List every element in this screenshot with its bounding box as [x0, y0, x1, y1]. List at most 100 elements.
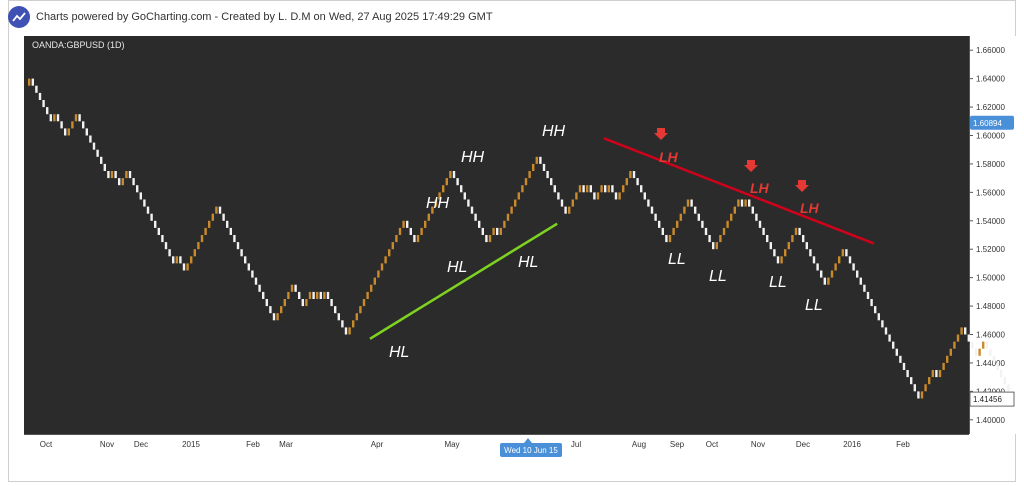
renko-brick-down	[661, 227, 664, 235]
renko-brick-down	[964, 327, 967, 335]
x-tick-label: Feb	[246, 440, 260, 449]
renko-brick-up	[290, 284, 294, 292]
renko-brick-down	[740, 199, 744, 207]
renko-brick-up	[208, 220, 211, 228]
x-tick-label: Sep	[670, 440, 685, 449]
renko-brick-up	[71, 121, 74, 129]
annotation-hl: HL	[389, 344, 409, 361]
renko-brick-down	[816, 263, 819, 271]
renko-brick-down	[103, 163, 106, 171]
price-axis[interactable]	[969, 36, 1016, 434]
renko-brick-down	[820, 270, 823, 278]
renko-brick-up	[402, 220, 405, 228]
renko-brick-down	[866, 291, 870, 299]
renko-brick-down	[690, 199, 693, 207]
x-tick-label: Aug	[632, 440, 646, 449]
renko-brick-down	[870, 299, 873, 307]
renko-brick-down	[557, 192, 560, 200]
renko-brick-up	[420, 227, 423, 235]
renko-brick-down	[42, 100, 45, 108]
renko-brick-down	[330, 299, 333, 307]
symbol-label: OANDA:GBPUSD (1D)	[32, 40, 125, 50]
renko-brick-up	[186, 263, 189, 271]
down-arrow-icon	[654, 128, 668, 140]
renko-brick-up	[787, 242, 790, 250]
time-axis[interactable]	[24, 434, 969, 460]
renko-brick-down	[809, 249, 812, 257]
y-tick-label: 1.46000	[976, 331, 1005, 340]
annotation-hh: HH	[426, 195, 450, 212]
renko-brick-down	[895, 348, 898, 356]
x-tick-label: May	[444, 440, 459, 449]
renko-brick-up	[427, 213, 430, 221]
renko-brick-down	[89, 135, 92, 143]
renko-brick-down	[60, 121, 63, 129]
renko-brick-down	[632, 171, 636, 179]
renko-brick-down	[604, 185, 607, 193]
renko-brick-down	[776, 256, 780, 264]
renko-brick-up	[193, 249, 196, 257]
x-tick-label: Jul	[571, 440, 581, 449]
renko-brick-up	[517, 192, 520, 200]
renko-brick-up	[946, 355, 949, 363]
renko-brick-down	[262, 291, 265, 299]
renko-brick-up	[924, 384, 927, 392]
annotation-lh: LH	[800, 200, 820, 216]
renko-brick-down	[136, 185, 139, 193]
renko-brick-up	[110, 171, 114, 179]
y-tick-label: 1.52000	[976, 245, 1005, 254]
x-tick-label: Nov	[100, 440, 114, 449]
renko-brick-down	[913, 384, 916, 392]
renko-brick-up	[841, 249, 844, 257]
renko-brick-up	[211, 213, 214, 221]
renko-brick-down	[150, 213, 153, 221]
renko-brick-down	[823, 277, 826, 285]
renko-brick-up	[575, 192, 578, 200]
renko-brick-up	[982, 341, 985, 349]
renko-brick-down	[474, 213, 477, 221]
last-price-label: 1.41456	[973, 395, 1002, 404]
renko-brick-up	[827, 277, 830, 285]
crosshair-date-label: Wed 10 Jun 15	[504, 446, 558, 455]
renko-brick-down	[413, 235, 416, 243]
renko-brick-up	[283, 299, 286, 307]
renko-brick-down	[334, 306, 337, 314]
renko-brick-up	[287, 291, 290, 299]
renko-brick-up	[931, 370, 934, 378]
annotation-ll: LL	[668, 251, 686, 268]
renko-brick-up	[434, 199, 438, 207]
renko-brick-down	[49, 114, 52, 122]
renko-brick-down	[139, 192, 142, 200]
renko-brick-up	[524, 178, 528, 186]
renko-brick-up	[352, 320, 355, 328]
renko-brick-down	[877, 313, 880, 321]
chart-trend-icon[interactable]	[8, 6, 30, 28]
renko-brick-up	[449, 171, 452, 179]
renko-brick-up	[586, 185, 589, 193]
renko-brick-up	[377, 270, 380, 278]
renko-brick-down	[254, 277, 258, 285]
renko-brick-up	[362, 299, 366, 307]
renko-brick-down	[64, 128, 67, 136]
y-tick-label: 1.60000	[976, 132, 1005, 141]
renko-brick-down	[917, 391, 920, 399]
renko-brick-up	[838, 256, 841, 264]
renko-brick-down	[114, 171, 117, 179]
renko-brick-down	[100, 156, 103, 164]
renko-brick-down	[658, 220, 661, 228]
trendline-uptrend-support	[369, 222, 558, 340]
renko-brick-down	[708, 235, 711, 243]
renko-brick-up	[629, 171, 632, 179]
renko-brick-up	[359, 306, 362, 314]
renko-brick-up	[503, 220, 506, 228]
renko-brick-down	[542, 163, 546, 171]
renko-brick-up	[960, 327, 963, 335]
x-tick-label: Apr	[371, 440, 384, 449]
renko-brick-down	[985, 341, 988, 349]
renko-brick-up	[499, 227, 502, 235]
renko-brick-up	[672, 227, 675, 235]
renko-brick-up	[197, 242, 200, 250]
renko-brick-down	[481, 227, 484, 235]
x-tick-label: 2016	[843, 440, 861, 449]
